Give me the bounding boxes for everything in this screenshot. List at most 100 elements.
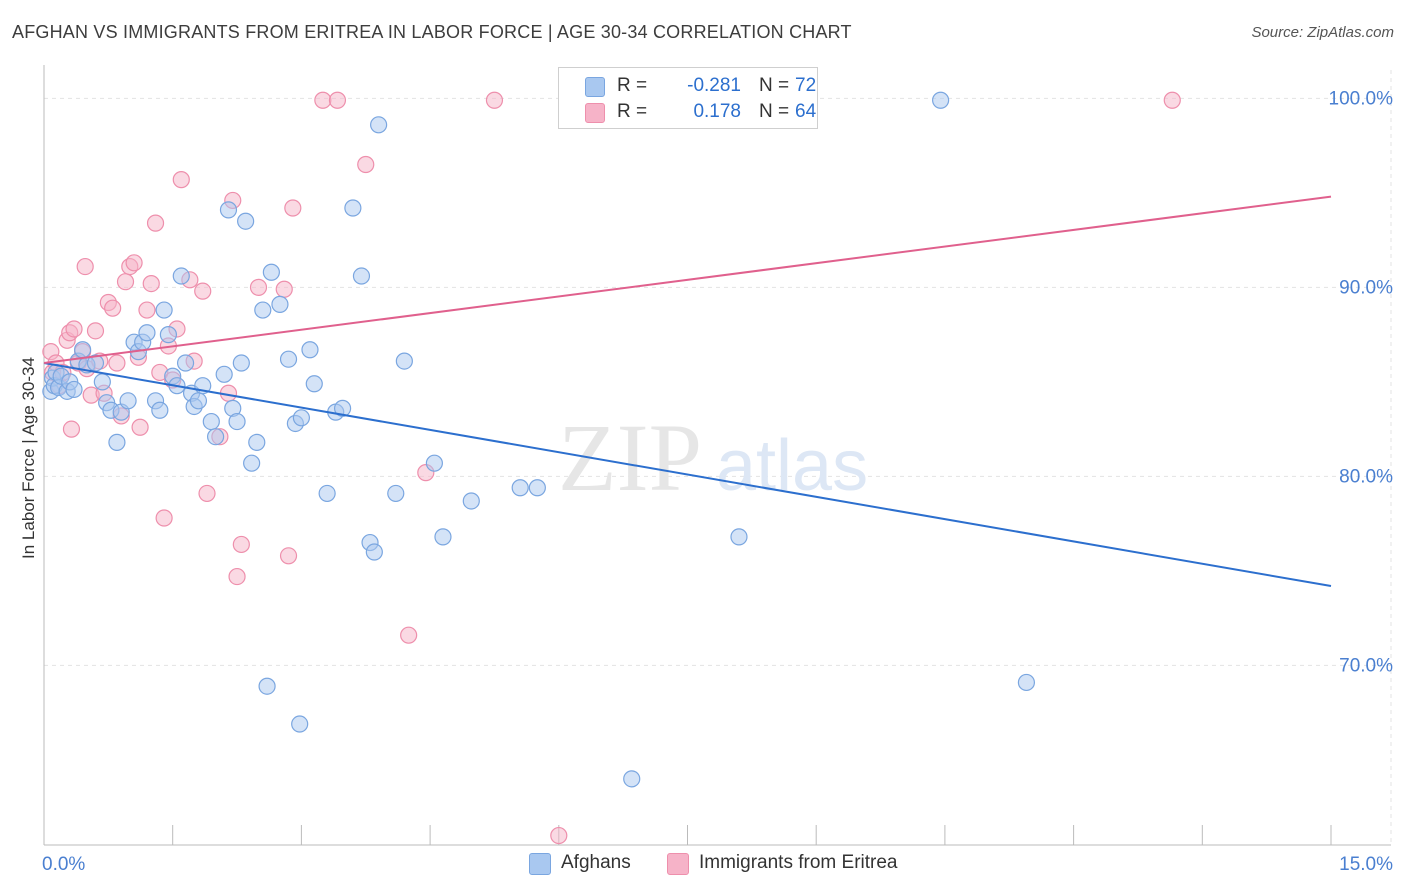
point-eritrea [108, 354, 126, 372]
point-eritrea [249, 278, 268, 296]
bottom-legend-label-eritrea: Immigrants from Eritrea [699, 852, 898, 873]
bottom-legend-swatch-afghans [529, 853, 551, 875]
point-eritrea [155, 509, 173, 527]
point-afghans [219, 201, 238, 219]
point-eritrea [131, 418, 149, 436]
point-afghans [93, 373, 111, 391]
point-eritrea [138, 301, 156, 319]
legend-r-label: R = [617, 101, 648, 122]
trend-lines [43, 195, 1332, 588]
source-label: Source: ZipAtlas.com [1251, 24, 1394, 41]
point-eritrea [279, 547, 298, 565]
series-afghans-points [42, 91, 1036, 788]
point-afghans [271, 295, 289, 313]
point-afghans [305, 375, 323, 393]
point-afghans [333, 399, 352, 417]
point-eritrea [328, 91, 347, 109]
trendline-afghans [43, 362, 1332, 588]
point-eritrea [146, 214, 165, 232]
point-afghans [248, 433, 266, 451]
legend-swatch-eritrea [585, 103, 605, 123]
point-afghans [237, 212, 255, 230]
chart-title: AFGHAN VS IMMIGRANTS FROM ERITREA IN LAB… [12, 22, 852, 42]
watermark-atlas: atlas [716, 426, 868, 506]
legend-swatch-afghans [585, 77, 605, 97]
watermark-zip: ZIP [558, 404, 702, 511]
point-eritrea [86, 322, 105, 340]
point-afghans [74, 341, 92, 359]
tick-labels: 100.0% 90.0% 80.0% 70.0% 0.0% 15.0% [42, 88, 1393, 875]
point-eritrea [172, 171, 190, 189]
legend-n-label: N = [759, 75, 790, 96]
point-eritrea [142, 274, 160, 293]
point-afghans [108, 433, 126, 451]
point-afghans [155, 301, 173, 319]
point-eritrea [275, 280, 293, 298]
legend-n-value-eritrea: 64 [795, 101, 817, 122]
watermark: ZIP atlas [558, 404, 868, 511]
point-eritrea [228, 567, 246, 586]
point-afghans [528, 479, 546, 497]
point-afghans [365, 543, 383, 561]
point-afghans [434, 528, 452, 546]
point-afghans [138, 324, 156, 342]
legend-r-value-eritrea: 0.178 [693, 101, 741, 122]
point-afghans [1017, 673, 1036, 692]
bottom-legend-label-afghans: Afghans [561, 852, 631, 873]
point-afghans [370, 116, 388, 134]
point-afghans [301, 341, 319, 359]
y-tick-label: 100.0% [1329, 88, 1394, 109]
legend-n-value-afghans: 72 [795, 75, 817, 96]
y-tick-label: 90.0% [1339, 277, 1393, 298]
x-tick-label: 0.0% [42, 854, 85, 875]
point-afghans [932, 91, 950, 109]
point-afghans [202, 412, 220, 431]
point-afghans [291, 715, 309, 733]
point-eritrea [76, 257, 94, 276]
point-afghans [243, 454, 261, 472]
point-afghans [228, 412, 246, 431]
point-afghans [151, 401, 169, 419]
point-afghans [254, 301, 272, 319]
point-afghans [387, 484, 405, 503]
x-tick-label: 15.0% [1339, 854, 1393, 875]
point-afghans [462, 492, 480, 510]
legend-r-value-afghans: -0.281 [687, 75, 741, 96]
point-afghans [232, 354, 250, 372]
point-afghans [730, 528, 748, 546]
point-eritrea [104, 299, 122, 317]
point-afghans [425, 454, 443, 472]
point-afghans [258, 677, 276, 695]
point-afghans [65, 380, 83, 399]
point-eritrea [485, 91, 504, 109]
stats-legend: R = -0.281 N = 72 R = 0.178 N = 64 [558, 67, 818, 129]
y-tick-label: 80.0% [1339, 466, 1393, 487]
point-eritrea [1163, 91, 1181, 109]
point-afghans [318, 484, 336, 503]
point-afghans [279, 350, 298, 368]
legend-r-label: R = [617, 75, 648, 96]
point-afghans [623, 770, 641, 788]
point-afghans [395, 352, 413, 370]
point-afghans [262, 263, 280, 281]
point-eritrea [65, 320, 83, 338]
axes [43, 65, 1391, 846]
point-afghans [176, 354, 195, 372]
point-afghans [215, 365, 233, 383]
point-afghans [344, 199, 362, 217]
point-afghans [352, 267, 371, 285]
point-eritrea [194, 282, 212, 300]
legend-n-label: N = [759, 101, 790, 122]
point-afghans [189, 392, 208, 410]
bottom-legend-swatch-eritrea [667, 853, 689, 875]
point-afghans [159, 326, 178, 344]
trendline-eritrea [43, 195, 1332, 364]
point-eritrea [232, 535, 250, 554]
point-eritrea [116, 273, 135, 291]
point-eritrea [314, 91, 332, 109]
point-afghans [292, 409, 310, 427]
point-afghans [119, 392, 137, 410]
point-afghans [172, 267, 190, 285]
point-eritrea [284, 199, 302, 217]
